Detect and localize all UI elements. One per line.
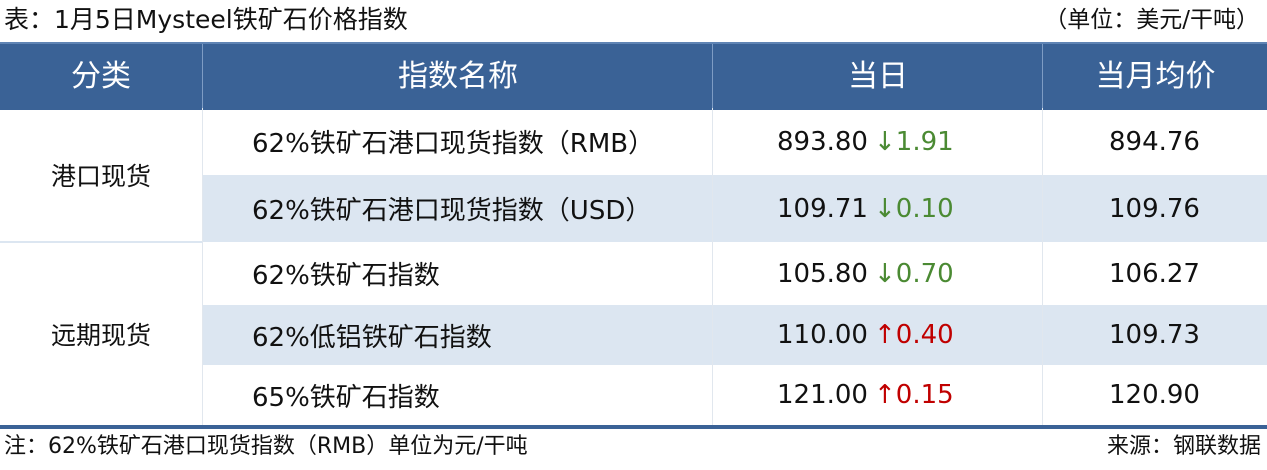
table-row: 62%铁矿石指数 105.80 ↓ 0.70 106.27 bbox=[202, 242, 1267, 305]
change-value: 0.40 bbox=[895, 320, 954, 350]
table-title: 表：1月5日Mysteel铁矿石价格指数 bbox=[4, 5, 408, 34]
change-value: 0.70 bbox=[895, 258, 954, 289]
today-value: 121.00 ↑ 0.15 bbox=[777, 365, 954, 425]
value: 105.80 bbox=[777, 258, 868, 289]
footnote: 注：62%铁矿石港口现货指数（RMB）单位为元/干吨 bbox=[4, 434, 528, 459]
value: 121.00 bbox=[777, 380, 868, 410]
header-category: 分类 bbox=[71, 59, 131, 94]
value: 893.80 bbox=[777, 126, 868, 157]
today-value: 110.00 ↑ 0.40 bbox=[777, 305, 954, 365]
month-avg: 109.76 bbox=[1109, 193, 1200, 224]
column-divider bbox=[202, 108, 203, 425]
change-value: 0.10 bbox=[895, 193, 954, 224]
table-header: 分类 指数名称 当日 当月均价 bbox=[0, 42, 1267, 110]
category-divider bbox=[0, 241, 202, 243]
table-bottom-border bbox=[0, 425, 1267, 429]
table-row: 62%铁矿石港口现货指数（USD） 109.71 ↓ 0.10 109.76 bbox=[202, 175, 1267, 242]
index-name: 62%铁矿石港口现货指数（RMB） bbox=[252, 129, 655, 159]
arrow-up-icon: ↑ bbox=[873, 380, 896, 410]
index-name: 62%铁矿石指数 bbox=[252, 261, 440, 291]
today-value: 893.80 ↓ 1.91 bbox=[777, 108, 954, 175]
month-avg: 106.27 bbox=[1109, 258, 1200, 289]
category-forward-spot: 远期现货 bbox=[50, 321, 151, 350]
change-value: 1.91 bbox=[895, 126, 954, 157]
arrow-down-icon: ↓ bbox=[873, 126, 896, 157]
index-name: 65%铁矿石指数 bbox=[252, 382, 440, 413]
month-avg: 120.90 bbox=[1109, 380, 1200, 410]
month-avg: 894.76 bbox=[1109, 126, 1200, 157]
today-value: 105.80 ↓ 0.70 bbox=[777, 242, 954, 305]
index-name: 62%低铝铁矿石指数 bbox=[252, 322, 492, 353]
change-value: 0.15 bbox=[895, 380, 954, 410]
unit-label: （单位：美元/干吨） bbox=[1044, 7, 1259, 33]
table-row: 65%铁矿石指数 121.00 ↑ 0.15 120.90 bbox=[202, 365, 1267, 425]
header-month-avg: 当月均价 bbox=[1042, 44, 1267, 110]
column-divider bbox=[712, 108, 713, 425]
table-row: 62%铁矿石港口现货指数（RMB） 893.80 ↓ 1.91 894.76 bbox=[202, 108, 1267, 175]
index-name: 62%铁矿石港口现货指数（USD） bbox=[252, 196, 652, 226]
arrow-down-icon: ↓ bbox=[873, 258, 896, 289]
today-value: 109.71 ↓ 0.10 bbox=[777, 175, 954, 242]
month-avg: 109.73 bbox=[1109, 320, 1200, 350]
source-label: 来源：钢联数据 bbox=[1106, 434, 1261, 459]
value: 109.71 bbox=[777, 193, 868, 224]
header-index-name: 指数名称 bbox=[202, 44, 713, 110]
arrow-up-icon: ↑ bbox=[873, 320, 896, 350]
arrow-down-icon: ↓ bbox=[873, 193, 896, 224]
value: 110.00 bbox=[777, 320, 868, 350]
table-row: 62%低铝铁矿石指数 110.00 ↑ 0.40 109.73 bbox=[202, 305, 1267, 365]
category-port-spot: 港口现货 bbox=[50, 162, 151, 191]
header-today: 当日 bbox=[712, 44, 1043, 110]
column-divider bbox=[1042, 108, 1043, 425]
